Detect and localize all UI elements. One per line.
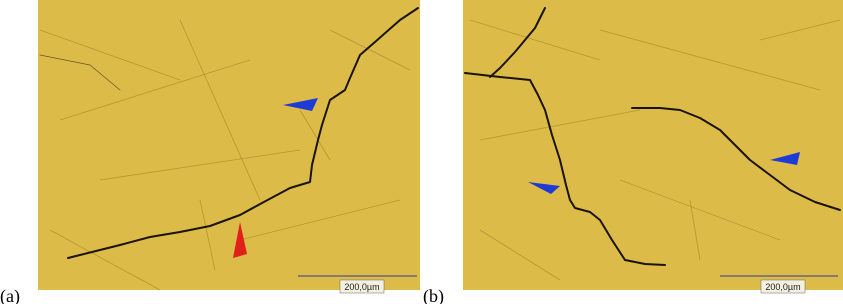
scale-label: 200,0µm <box>344 282 379 292</box>
scale-label: 200,0µm <box>765 282 800 292</box>
image-background <box>463 0 843 290</box>
micrograph-a: 200,0µm <box>38 0 420 293</box>
image-background <box>38 0 420 290</box>
figure: 200,0µm (a) 200,0µm (b) <box>0 0 843 304</box>
panel-label: (b) <box>423 286 444 304</box>
micrograph-b: 200,0µm <box>463 0 843 293</box>
panel-label: (a) <box>0 286 20 304</box>
